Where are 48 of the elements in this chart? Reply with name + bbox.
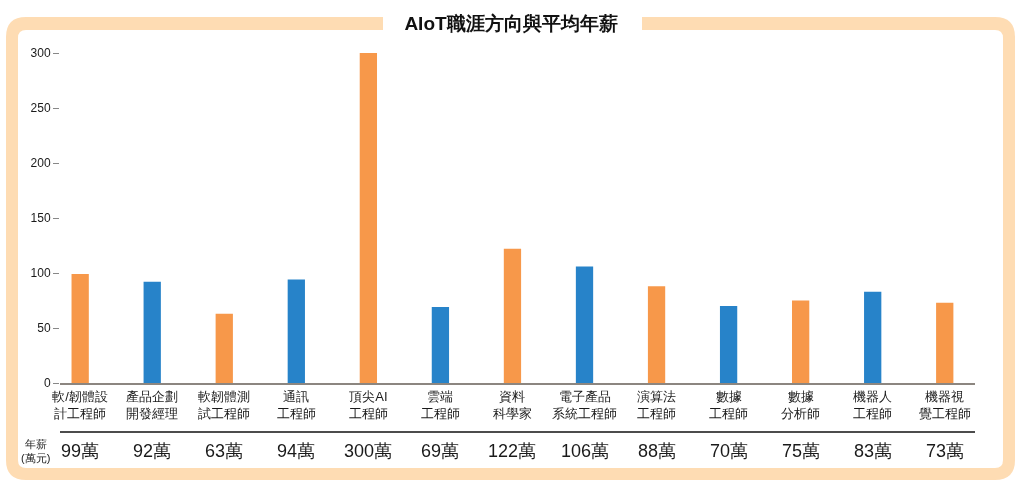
data-label: 106萬	[561, 441, 610, 461]
x-tick-label: 產品企劃開發經理	[126, 388, 179, 421]
bar	[503, 248, 522, 383]
data-label: 73萬	[926, 441, 965, 461]
x-tick-label: 機器視覺工程師	[918, 388, 971, 421]
x-tick-label: 雲端工程師	[420, 388, 460, 421]
x-tick-label: 數據分析師	[781, 388, 821, 421]
data-label: 122萬	[488, 441, 537, 461]
y-tick-label: 50	[37, 321, 51, 336]
bar	[287, 279, 305, 383]
data-label: 75萬	[782, 441, 821, 461]
bar	[936, 302, 954, 383]
x-tick-label: 軟韌體測試工程師	[198, 388, 251, 421]
data-label: 69萬	[421, 441, 460, 461]
y-tick-label: 200	[30, 156, 51, 171]
data-label: 70萬	[710, 441, 749, 461]
bar	[647, 286, 666, 383]
bar	[575, 266, 594, 383]
x-tick-label: 軟/韌體設計工程師	[52, 388, 108, 421]
bar	[431, 307, 450, 383]
x-tick-label: 資料科學家	[492, 388, 532, 421]
y-tick-label: 150	[30, 211, 51, 226]
text: 年薪 (萬元)	[21, 438, 51, 465]
bar	[215, 313, 233, 383]
x-tick-label: 機器人工程師	[853, 388, 893, 421]
y-tick-label: 0	[43, 376, 51, 391]
y-tick-label: 100	[30, 266, 51, 281]
data-label: 88萬	[638, 441, 677, 461]
bar	[864, 291, 882, 383]
chart-title: AIoT職涯方向與平均年薪	[404, 12, 618, 34]
bar	[719, 306, 738, 383]
x-tick-label: 演算法工程師	[637, 388, 677, 421]
x-tick-label: 數據工程師	[709, 388, 749, 421]
bar	[143, 281, 161, 383]
y-tick-label: 250	[30, 101, 51, 116]
data-label: 300萬	[344, 441, 393, 461]
bar	[792, 300, 810, 383]
y-tick-label: 300	[30, 46, 51, 61]
x-tick-label: 頂尖AI工程師	[348, 388, 388, 421]
data-label: 83萬	[854, 441, 893, 461]
bar	[359, 53, 378, 383]
x-tick-label: 通訊工程師	[276, 388, 316, 421]
data-label: 94萬	[277, 441, 316, 461]
x-tick-label: 電子產品系統工程師	[552, 388, 617, 421]
data-label: 92萬	[133, 441, 172, 461]
bar	[71, 274, 89, 383]
data-label: 63萬	[205, 441, 244, 461]
data-label: 99萬	[61, 441, 100, 461]
